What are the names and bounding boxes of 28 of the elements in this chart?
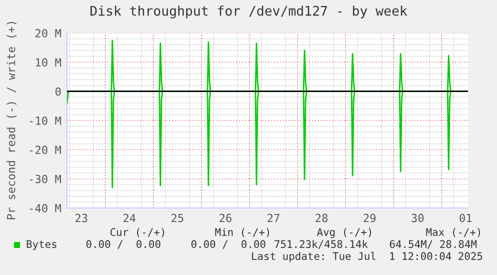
text: 0.00 / 0.00 (191, 240, 266, 249)
x-tick-label: 29 (364, 214, 376, 222)
x-tick-label: 01 (460, 214, 472, 222)
x-tick-label: 25 (172, 214, 184, 222)
y-tick-label: -10 M (30, 116, 61, 125)
x-tick-label: 28 (316, 214, 328, 222)
text: Last update: Tue Jul 1 12:00:04 2025 (252, 252, 482, 262)
text: Avg (-/+) (316, 228, 372, 238)
legend-label: Bytes (26, 240, 56, 250)
text: Min (-/+) (215, 228, 270, 238)
y-tick-label: -40 M (30, 204, 61, 212)
y-tick-label: 20 M (36, 29, 61, 38)
y-axis-title: Pr second read (-) / write (+) (6, 22, 17, 220)
x-tick-label: 26 (220, 214, 232, 222)
text: 64.54M/ 28.84M (390, 240, 477, 249)
x-tick-label: 27 (268, 214, 280, 222)
y-tick-label: 10 M (36, 58, 61, 67)
text: 751.23k/458.14k (274, 240, 368, 249)
text: 0.00 / 0.00 (86, 240, 160, 249)
y-tick-label: 0 (55, 87, 61, 96)
chart-title: Disk throughput for /dev/md127 - by week (90, 6, 408, 18)
x-tick-label: 23 (75, 214, 88, 222)
x-tick-label: 30 (412, 214, 424, 222)
text: Cur (-/+) (110, 228, 164, 238)
text: Max (-/+) (426, 228, 480, 238)
y-tick-label: -20 M (30, 146, 61, 154)
y-tick-label: -30 M (30, 174, 61, 184)
x-tick-label: 24 (124, 214, 136, 222)
